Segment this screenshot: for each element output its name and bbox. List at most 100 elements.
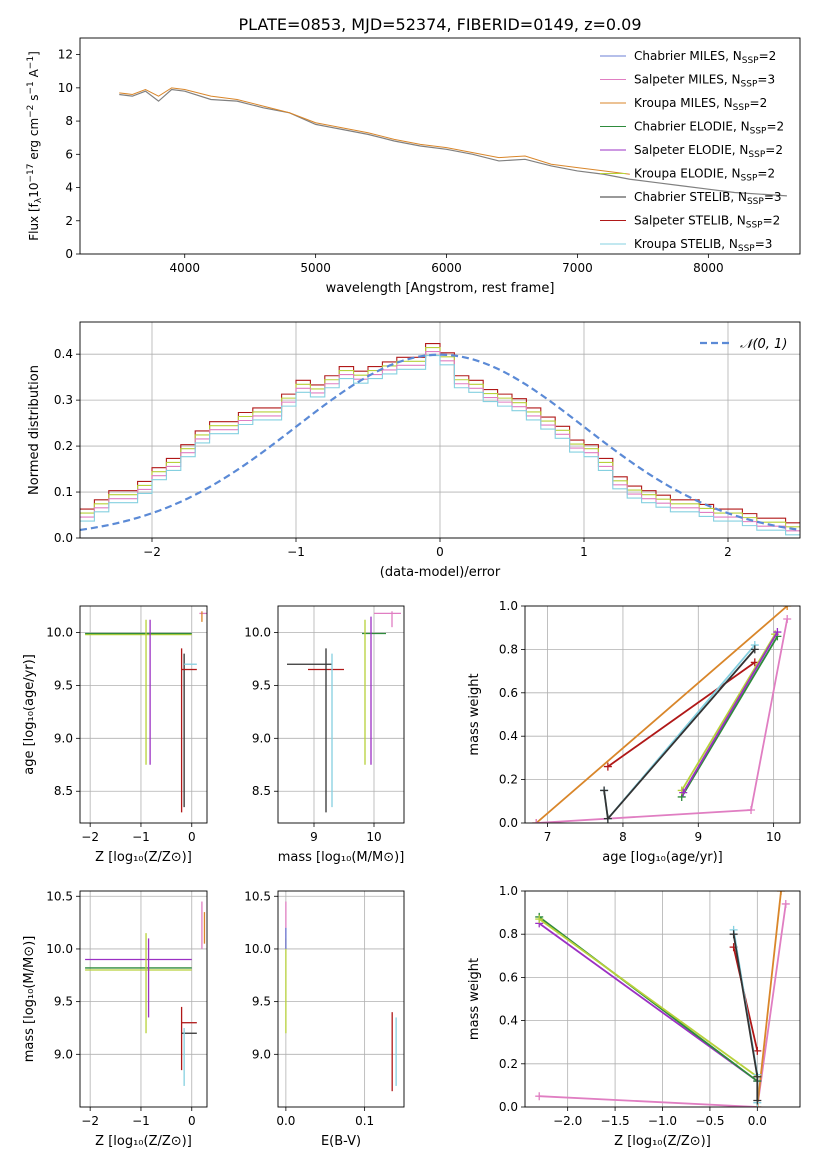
x-tick-label: 0 [436,545,444,559]
series-line [538,918,758,1078]
y-tick-label: 0.6 [499,970,518,984]
y-tick-label: 0.8 [499,642,518,656]
y-tick-label: 9.0 [252,1047,271,1061]
chart-massweight-vs-Z: −2.0 −1.5 −1.0 −0.5 0.0 0.0 0.2 0.4 0.6 0.8 1.0 Z [… [467,884,801,1149]
y-tick-label: 1.0 [499,599,518,613]
y-tick-label: 10.0 [46,942,73,956]
series-line [680,633,776,791]
x-tick-label: −1 [132,1114,150,1128]
x-tick-label: 9 [694,830,702,844]
series-marker [783,615,792,624]
x-axis-label: Z [log₁₀(Z/Z⊙)] [95,850,192,865]
plot-area-massweight-vs-age [532,606,792,823]
series-marker [747,805,756,814]
y-tick-label: 10.0 [244,625,271,639]
chart-mass-vs-EBV: 0.0 0.1 9.0 9.5 10.0 10.5 E(B-V) [244,889,405,1149]
plot-area-mass-vs-EBV [285,901,397,1092]
y-tick-label: 2 [65,214,73,228]
x-tick-label: 0.0 [276,1114,295,1128]
legend-label: 𝒩(0, 1) [740,337,787,352]
series-line [682,631,779,794]
series-line [607,661,756,768]
axes-frame [79,890,208,1108]
x-tick-label: −2.0 [553,1114,582,1128]
legend-label: Salpeter MILES, NSSP=3 [634,73,775,90]
plot-area-age-vs-Z [85,611,207,813]
chart-age-vs-Z: −2 −1 0 8.5 9.0 9.5 10.0 Z [log₁₀(Z/Z⊙)] age [lo… [22,605,208,865]
axes-frame [277,890,405,1108]
plot-area-age-vs-mass [287,611,401,813]
x-axis-label: (data-model)/error [380,565,501,580]
y-axis-label: mass weight [467,958,482,1040]
plot-area-massweight-vs-Z [535,891,790,1107]
legend-label: Chabrier MILES, NSSP=2 [634,49,776,66]
x-tick-label: −0.5 [695,1114,724,1128]
y-axis-label: age [log₁₀(age/yr)] [22,654,37,775]
series-marker [535,1092,544,1101]
x-tick-label: 0 [188,830,196,844]
legend-label: Salpeter ELODIE, NSSP=2 [634,143,783,160]
axes-frame [79,321,801,539]
x-tick-label: 10 [766,830,781,844]
x-tick-label: 0.1 [355,1114,374,1128]
x-tick-label: −2 [143,545,161,559]
y-tick-label: 6 [65,147,73,161]
y-tick-label: 9.5 [252,995,271,1009]
x-tick-label: 6000 [431,261,462,275]
x-axis-label: Z [log₁₀(Z/Z⊙)] [95,1134,192,1149]
chart-massweight-vs-age: 7 8 9 10 0.0 0.2 0.4 0.6 0.8 1.0 age [log₁₀(age/yr… [467,599,801,865]
legend-label: Kroupa ELODIE, NSSP=2 [634,167,775,184]
series-marker [773,628,782,637]
plot-area-mass-vs-Z [85,901,206,1086]
x-tick-label: 7 [544,830,552,844]
x-tick-label: −1 [132,830,150,844]
y-tick-label: 9.5 [54,995,73,1009]
y-tick-label: 8.5 [252,784,271,798]
y-tick-label: 0.2 [54,439,73,453]
histogram-step-line [80,355,800,536]
y-tick-label: 10.5 [244,889,271,903]
axes-frame [277,605,405,824]
chart-residuals: −2 −1 0 1 2 0.0 0.1 0.2 0.3 0.4 𝒩(0, 1) (data-model… [27,321,801,580]
model-spectrum-line [119,87,630,175]
y-tick-label: 9.5 [252,678,271,692]
x-tick-label: 1 [580,545,588,559]
series-marker [753,1046,762,1055]
series-line [732,934,759,1101]
series-line [539,903,787,1107]
data-spectrum-line [119,88,787,197]
x-tick-label: −2 [81,830,99,844]
chart-mass-vs-Z: −2 −1 0 9.0 9.5 10.0 10.5 Z [log₁₀(Z/Z⊙)] mass [… [22,889,208,1149]
y-tick-label: 0.0 [499,816,518,830]
legend-label: Chabrier STELIB, NSSP=3 [634,190,782,207]
x-tick-label: 0 [188,1114,196,1128]
x-tick-label: 8000 [693,261,724,275]
x-tick-label: −2 [81,1114,99,1128]
x-axis-label: Z [log₁₀(Z/Z⊙)] [614,1134,711,1149]
y-tick-label: 9.0 [252,731,271,745]
legend-label: Kroupa STELIB, NSSP=3 [634,237,772,254]
legend-label: Chabrier ELODIE, NSSP=2 [634,120,784,137]
plot-area-spectrum [119,87,787,197]
y-tick-label: 0.4 [54,347,73,361]
chart-age-vs-mass: 9 10 8.5 9.0 9.5 10.0 mass [log₁₀(M/M⊙)] [244,605,405,865]
y-tick-label: 0.2 [499,773,518,787]
y-tick-label: 0.0 [499,1100,518,1114]
y-tick-label: 12 [58,48,73,62]
series-line [535,606,788,823]
axes-frame [79,605,208,824]
y-axis-label: Flux [fλ10−17 erg cm−2 s−1 A−1] [26,51,44,241]
y-tick-label: 0 [65,247,73,261]
y-tick-label: 9.0 [54,1047,73,1061]
y-tick-label: 10.0 [46,625,73,639]
plot-area-residuals [80,343,800,536]
x-tick-label: 8 [619,830,627,844]
y-tick-label: 0.0 [54,531,73,545]
x-tick-label: 7000 [562,261,593,275]
y-tick-label: 0.8 [499,927,518,941]
axes-frame [524,605,801,824]
axes-frame [79,37,801,255]
y-tick-label: 0.6 [499,686,518,700]
x-tick-label: 10 [366,830,381,844]
